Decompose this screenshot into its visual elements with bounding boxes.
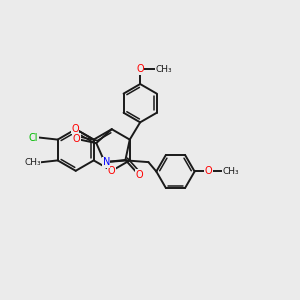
Text: CH₃: CH₃ bbox=[155, 64, 172, 74]
Text: CH₃: CH₃ bbox=[24, 158, 41, 167]
Text: O: O bbox=[136, 64, 144, 74]
Text: O: O bbox=[205, 167, 213, 176]
Text: O: O bbox=[135, 170, 143, 180]
Text: N: N bbox=[103, 157, 110, 167]
Text: Cl: Cl bbox=[29, 133, 38, 142]
Text: CH₃: CH₃ bbox=[223, 167, 239, 176]
Text: O: O bbox=[71, 124, 79, 134]
Text: O: O bbox=[73, 134, 80, 144]
Text: O: O bbox=[108, 167, 116, 176]
